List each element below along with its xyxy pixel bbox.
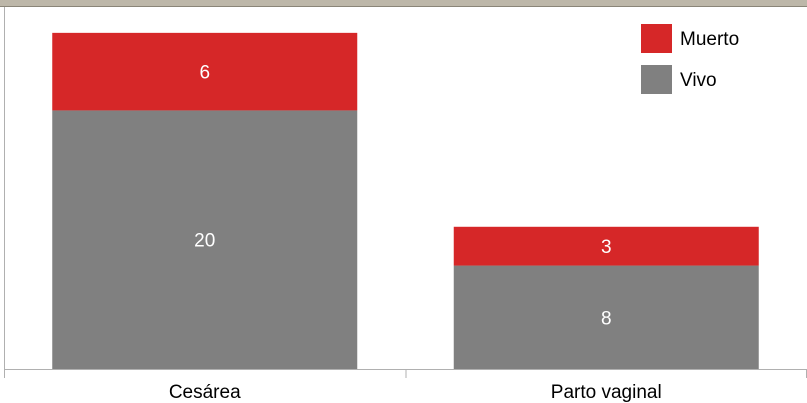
legend-swatch-vivo — [641, 65, 672, 94]
x-tick-label: Parto vaginal — [551, 382, 662, 403]
data-label-muerto: 6 — [199, 63, 210, 84]
x-tick-label: Cesárea — [169, 382, 241, 403]
bar-vivo — [52, 110, 358, 369]
data-label-muerto: 3 — [601, 237, 612, 258]
segment-labels: 20 6 8 3 — [194, 63, 611, 330]
data-label-vivo: 20 — [194, 231, 215, 252]
bars — [52, 32, 759, 369]
frame-top-band — [0, 0, 807, 6]
legend-label-vivo: Vivo — [680, 70, 717, 91]
bar-muerto — [453, 226, 759, 266]
x-tick-labels: Cesárea Parto vaginal — [169, 382, 662, 403]
data-label-vivo: 8 — [601, 308, 612, 329]
legend-label-muerto: Muerto — [680, 29, 739, 50]
legend: Muerto Vivo — [641, 24, 739, 94]
bar-muerto — [52, 32, 358, 111]
bar-vivo — [453, 265, 759, 369]
legend-swatch-muerto — [641, 24, 672, 53]
